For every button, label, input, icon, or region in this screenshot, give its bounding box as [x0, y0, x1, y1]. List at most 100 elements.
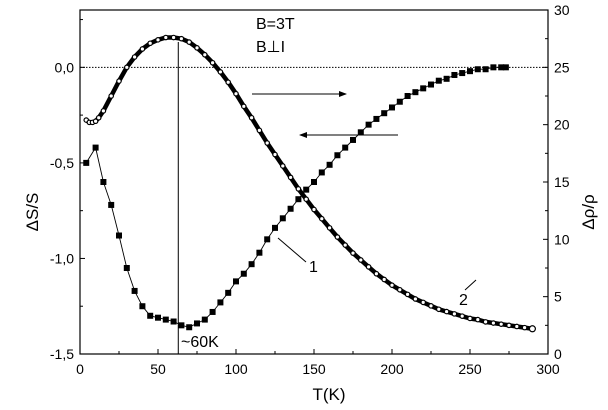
series-2-point	[513, 323, 520, 330]
series-1-point	[350, 136, 356, 143]
x-tick-label: 150	[302, 361, 326, 377]
series-1-point	[420, 85, 427, 92]
series-1-point	[92, 144, 99, 151]
series-1-point	[100, 179, 107, 185]
y-right-tick-label: 5	[554, 289, 562, 305]
series-2-point	[467, 315, 473, 322]
series-2-point	[490, 320, 497, 326]
y-right-tick-label: 15	[554, 174, 570, 190]
series-2-point	[428, 303, 434, 309]
series-2-point	[506, 322, 512, 329]
x-tick-label: 100	[224, 361, 248, 377]
series-2-point	[389, 282, 395, 289]
x-tick-label: 0	[76, 361, 84, 377]
series-1-point	[139, 303, 146, 310]
series-2-point	[342, 242, 349, 248]
series-2-point	[248, 114, 255, 121]
series-2-point	[147, 40, 154, 47]
series-2-point	[100, 108, 107, 114]
series-2-point	[373, 270, 380, 277]
series-2-point	[92, 118, 99, 125]
curve-label-1: 1	[309, 259, 318, 276]
series-2-point	[241, 103, 247, 110]
series-1-point	[287, 205, 294, 212]
series-layer	[83, 34, 537, 333]
series-2-point	[404, 291, 411, 298]
series-1-point	[108, 201, 115, 208]
field-annotation: B=3T	[256, 16, 295, 33]
y-left-tick-label: -1,5	[50, 346, 74, 362]
series-2-point	[326, 225, 333, 231]
series-1-point	[490, 64, 497, 71]
x-tick-label: 250	[458, 361, 482, 377]
series-1-point	[412, 89, 419, 96]
series-2-point	[303, 196, 310, 203]
series-1-point	[373, 115, 380, 122]
y-axis-title-right: Δρ/ρ	[579, 194, 598, 229]
series-1-point	[225, 289, 232, 296]
series-2-point	[498, 321, 505, 327]
series-2-point	[217, 69, 224, 75]
label-1-pointer	[277, 237, 307, 263]
series-2-point	[459, 313, 466, 319]
series-2-point	[272, 151, 278, 158]
annotation-layer	[252, 91, 477, 291]
series-2-point	[163, 34, 169, 41]
series-1-point	[123, 265, 130, 271]
series-2-point	[443, 308, 450, 315]
series-1-point	[342, 144, 349, 151]
series-2-point	[209, 59, 216, 66]
x-axis-title: T(K)	[312, 385, 345, 404]
series-2-point	[357, 257, 364, 263]
series-1-point	[502, 64, 509, 71]
series-1-point	[334, 152, 341, 159]
series-1-point	[443, 75, 450, 82]
series-1-point	[311, 179, 317, 185]
series-2-point	[233, 90, 239, 97]
series-1-point	[233, 278, 239, 285]
ticks-layer: 0 50 100 150 200 250 300 -1,5 -1,0 -0,5 0,0 0 5 10 15 2…	[50, 2, 570, 377]
series-2-point	[311, 206, 317, 213]
y-right-tick-label: 0	[554, 346, 562, 362]
series-1-point	[318, 169, 325, 176]
series-2-point	[264, 140, 271, 146]
series-2-point	[139, 46, 146, 52]
y-right-tick-label: 25	[554, 59, 570, 75]
series-2-point	[420, 299, 427, 306]
y-right-tick-label: 30	[554, 2, 570, 18]
series-2-point	[474, 316, 481, 323]
series-2-point	[334, 234, 341, 240]
x-tick-label: 50	[150, 361, 166, 377]
series-1-point	[162, 316, 169, 323]
series-1-point	[474, 66, 481, 73]
series-1-point	[209, 308, 216, 315]
series-1-point	[467, 68, 473, 75]
series-1-point	[404, 93, 411, 99]
series-1-point	[217, 299, 224, 306]
series-2-point	[108, 93, 115, 99]
series-2-point	[131, 54, 138, 60]
series-1-point	[279, 215, 286, 222]
y-axis-title-left: ΔS/S	[23, 193, 42, 232]
series-1-point	[116, 232, 122, 239]
reference-lines	[80, 42, 548, 354]
series-1-point	[459, 70, 466, 77]
x-tick-label: 300	[536, 361, 560, 377]
y-left-tick-label: 0,0	[55, 59, 75, 75]
series-2-point	[124, 64, 130, 71]
series-1-point	[264, 236, 271, 243]
series-1-point	[131, 287, 138, 294]
series-2-point	[287, 174, 294, 181]
series-2-point	[381, 276, 388, 283]
series-2-line	[83, 35, 535, 332]
series-1-point	[83, 159, 90, 166]
series-1-point	[451, 71, 458, 78]
y-right-tick-label: 10	[554, 231, 570, 247]
series-2-point	[451, 311, 458, 317]
series-2-point	[482, 319, 489, 325]
series-2-point	[365, 264, 372, 270]
series-2-point	[295, 186, 302, 192]
series-2-point	[186, 39, 193, 45]
series-1-point	[326, 161, 333, 168]
series-1-point	[155, 314, 161, 321]
